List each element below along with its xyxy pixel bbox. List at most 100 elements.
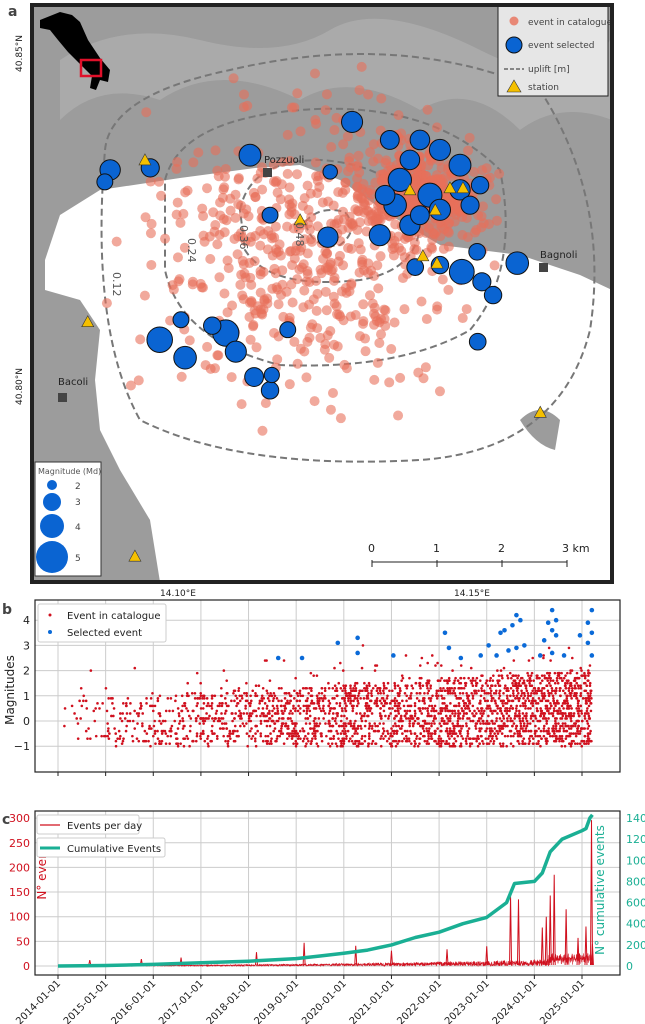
- catalogue-event: [437, 274, 448, 285]
- stations: [81, 153, 547, 562]
- catalogue-point: [220, 686, 223, 690]
- selected-event: [374, 184, 396, 206]
- catalogue-point: [275, 697, 279, 700]
- catalogue-point: [525, 714, 528, 718]
- catalogue-point: [429, 684, 433, 688]
- catalogue-event: [386, 344, 397, 355]
- catalogue-point: [564, 737, 568, 740]
- catalogue-point: [504, 684, 507, 688]
- catalogue-point: [351, 734, 354, 738]
- catalogue-event: [311, 118, 322, 129]
- catalogue-point: [437, 689, 440, 693]
- catalogue-point: [462, 676, 466, 680]
- catalogue-event: [468, 166, 479, 177]
- catalogue-point: [570, 697, 573, 700]
- catalogue-point: [153, 729, 157, 733]
- catalogue-point: [555, 729, 558, 733]
- catalogue-point: [575, 707, 578, 710]
- catalogue-point: [382, 689, 385, 693]
- catalogue-point: [439, 707, 442, 710]
- catalogue-event: [340, 177, 351, 188]
- catalogue-event: [302, 180, 313, 191]
- catalogue-point: [589, 702, 592, 705]
- lat-tick: 40.85°N: [15, 35, 25, 72]
- catalogue-event: [320, 286, 331, 297]
- catalogue-point: [223, 712, 227, 715]
- catalogue-event: [343, 242, 354, 253]
- catalogue-point: [265, 707, 269, 710]
- catalogue-point: [82, 694, 86, 698]
- catalogue-point: [201, 732, 204, 735]
- catalogue-event: [489, 260, 500, 271]
- catalogue-event: [174, 274, 185, 285]
- catalogue-point: [202, 722, 205, 725]
- catalogue-event: [288, 223, 299, 234]
- catalogue-point: [150, 704, 154, 708]
- catalogue-point: [226, 739, 230, 743]
- catalogue-event: [431, 122, 442, 133]
- catalogue-point: [560, 744, 564, 748]
- catalogue-point: [176, 744, 180, 748]
- selected-event: [261, 206, 279, 224]
- catalogue-point: [333, 719, 337, 723]
- catalogue-point: [254, 684, 258, 688]
- catalogue-point: [547, 694, 551, 698]
- catalogue-point: [589, 691, 592, 695]
- catalogue-point: [525, 724, 529, 728]
- selected-event: [224, 340, 247, 363]
- selected-event: [317, 226, 339, 248]
- catalogue-point: [462, 709, 465, 713]
- catalogue-point: [583, 689, 586, 693]
- catalogue-point: [294, 707, 297, 710]
- catalogue-point: [423, 719, 426, 723]
- catalogue-point: [442, 719, 446, 723]
- catalogue-event: [443, 241, 454, 252]
- catalogue-point: [489, 739, 492, 743]
- catalogue-point: [514, 727, 518, 730]
- catalogue-point: [385, 686, 388, 690]
- catalogue-point: [220, 712, 223, 715]
- catalogue-point: [484, 681, 488, 685]
- catalogue-point: [579, 694, 583, 698]
- catalogue-point: [419, 686, 422, 690]
- catalogue-point: [332, 707, 336, 710]
- catalogue-point: [547, 717, 550, 720]
- catalogue-event: [249, 305, 260, 316]
- catalogue-point: [587, 717, 591, 720]
- catalogue-point: [354, 689, 358, 693]
- x-tick-label: 2016-01-01: [110, 978, 159, 1024]
- catalogue-point: [515, 709, 518, 713]
- catalogue-point: [473, 691, 477, 695]
- catalogue-point: [175, 737, 179, 740]
- catalogue-point: [366, 694, 370, 698]
- catalogue-point: [438, 744, 441, 748]
- catalogue-point: [169, 734, 173, 738]
- catalogue-point: [559, 686, 562, 690]
- catalogue-point: [521, 681, 525, 685]
- catalogue-point: [437, 712, 440, 715]
- catalogue-point: [315, 674, 319, 677]
- catalogue-point: [439, 724, 443, 728]
- catalogue-point: [501, 742, 505, 745]
- catalogue-point: [585, 712, 589, 715]
- catalogue-point: [480, 734, 483, 738]
- catalogue-point: [397, 739, 401, 743]
- catalogue-point: [570, 742, 573, 745]
- catalogue-point: [408, 676, 411, 680]
- catalogue-point: [430, 654, 434, 657]
- catalogue-point: [446, 691, 450, 695]
- catalogue-point: [257, 707, 260, 710]
- catalogue-point: [570, 656, 574, 660]
- catalogue-point: [323, 712, 327, 715]
- catalogue-point: [100, 734, 103, 738]
- y-tick-label: 2: [23, 665, 30, 678]
- catalogue-event: [373, 283, 384, 294]
- catalogue-point: [421, 684, 425, 688]
- catalogue-point: [191, 739, 194, 743]
- catalogue-point: [566, 704, 570, 708]
- catalogue-point: [566, 671, 569, 675]
- catalogue-point: [480, 686, 483, 690]
- catalogue-point: [521, 702, 525, 705]
- catalogue-point: [375, 697, 379, 700]
- catalogue-point: [473, 709, 476, 713]
